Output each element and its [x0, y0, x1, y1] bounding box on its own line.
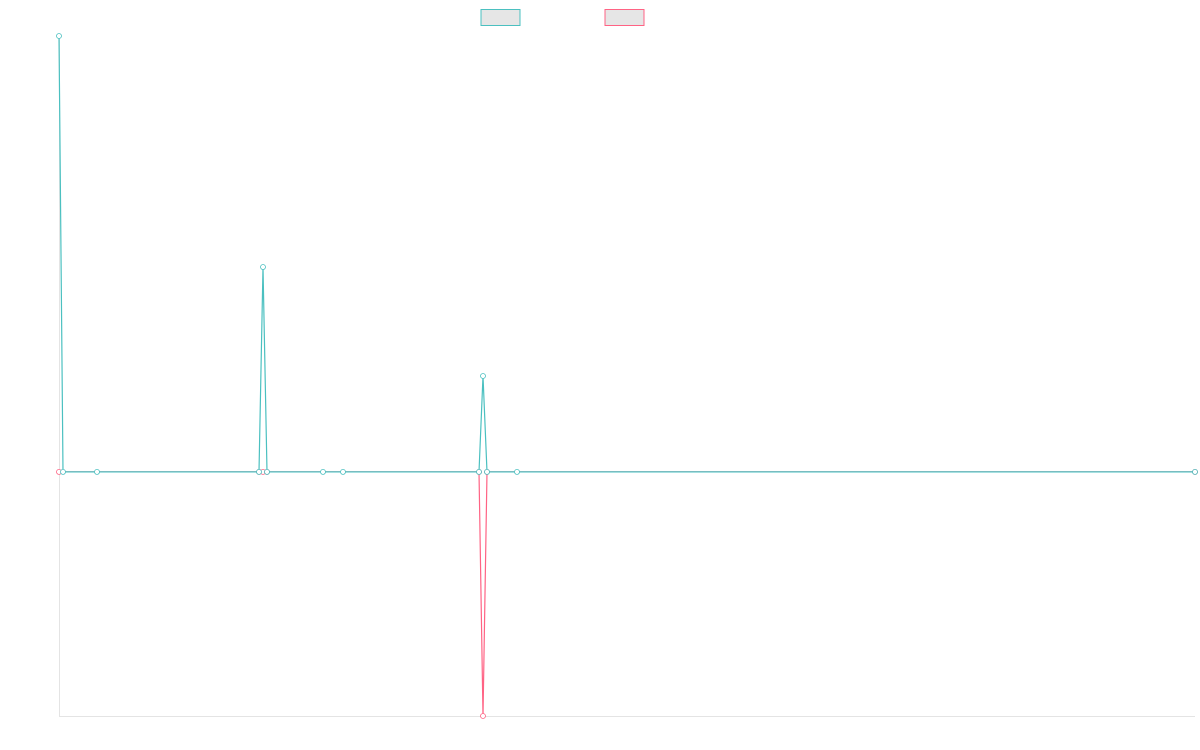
point	[480, 373, 486, 379]
point	[514, 468, 520, 475]
point	[256, 468, 262, 475]
point	[260, 264, 266, 270]
line	[58, 35, 1195, 473]
point	[476, 468, 482, 475]
point	[94, 468, 100, 475]
legend-swatch	[480, 9, 521, 26]
point	[264, 468, 270, 475]
point	[340, 468, 346, 475]
point	[60, 468, 66, 475]
point	[1192, 468, 1198, 475]
point	[56, 33, 62, 39]
legend-swatch	[604, 9, 645, 26]
point	[320, 468, 326, 475]
line	[59, 471, 1195, 717]
point	[480, 713, 486, 719]
point	[484, 468, 490, 475]
